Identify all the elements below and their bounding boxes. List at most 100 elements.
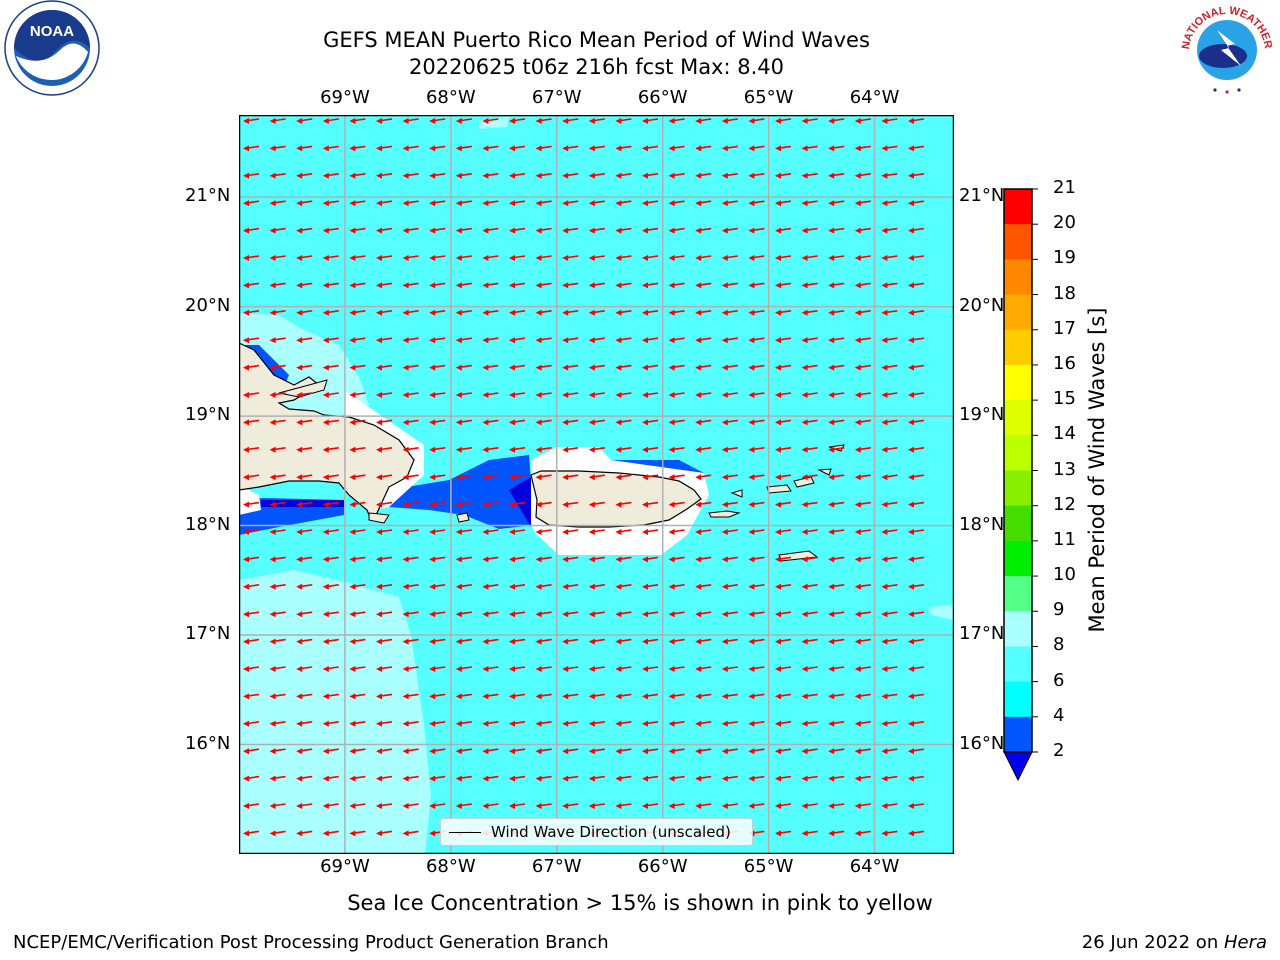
wave-direction-arrow: [695, 255, 712, 261]
wave-direction-arrow: [509, 501, 526, 508]
wave-direction-arrow: [269, 255, 286, 261]
wave-direction-arrow: [376, 830, 393, 837]
wave-direction-arrow: [721, 392, 738, 398]
footer-date: 26 Jun 2022 on Hera: [1082, 932, 1267, 953]
wave-direction-arrow: [775, 611, 792, 618]
colorbar-segment: [1004, 189, 1032, 225]
wave-direction-arrow: [721, 748, 738, 755]
wave-direction-arrow: [562, 392, 579, 398]
wave-direction-arrow: [775, 337, 792, 344]
wave-direction-arrow: [828, 638, 845, 645]
wave-direction-arrow: [668, 172, 685, 179]
wave-direction-arrow: [322, 501, 339, 508]
wave-direction-arrow: [642, 337, 659, 344]
wave-direction-arrow: [296, 172, 313, 179]
nws-logo: NATIONAL WEATHER SERVICE: [1177, 0, 1275, 98]
wave-direction-arrow: [721, 666, 738, 672]
wave-direction-arrow: [296, 638, 313, 645]
colorbar-segment: [1004, 540, 1032, 577]
wave-direction-arrow: [588, 693, 605, 700]
wave-direction-arrow: [243, 474, 260, 481]
wave-direction-arrow: [588, 337, 605, 344]
wave-direction-arrow: [269, 392, 286, 398]
wave-direction-arrow: [482, 803, 499, 809]
wave-direction-arrow: [775, 775, 792, 782]
wave-direction-arrow: [828, 611, 845, 618]
wave-direction-arrow: [908, 474, 925, 481]
wave-direction-arrow: [296, 529, 313, 535]
wave-direction-arrow: [668, 501, 685, 508]
wave-direction-arrow: [828, 337, 845, 344]
wave-direction-arrow: [269, 556, 286, 563]
wave-direction-arrow: [908, 364, 925, 371]
wave-direction-arrow: [775, 282, 792, 289]
wave-direction-arrow: [908, 638, 925, 645]
wave-direction-arrow: [615, 200, 632, 207]
lon-tick-label: 68°W: [425, 856, 476, 877]
wave-direction-arrow: [775, 501, 792, 508]
wave-direction-arrow: [376, 720, 393, 727]
wave-direction-arrow: [854, 583, 871, 590]
wave-direction-arrow: [748, 145, 765, 152]
wave-direction-arrow: [854, 172, 871, 179]
wave-direction-arrow: [642, 172, 659, 179]
wave-direction-arrow: [908, 392, 925, 398]
wave-direction-arrow: [854, 309, 871, 316]
wave-direction-arrow: [588, 720, 605, 727]
wave-direction-arrow: [429, 364, 446, 371]
lat-tick-label-left: 17°N: [185, 623, 231, 645]
wave-direction-arrow: [881, 255, 898, 261]
wave-direction-arrow: [402, 666, 419, 672]
wave-direction-arrow: [615, 419, 632, 426]
wave-direction-arrow: [376, 529, 393, 535]
wave-direction-arrow: [854, 666, 871, 672]
colorbar-tick-label: 13: [1053, 458, 1076, 480]
wave-direction-arrow: [695, 172, 712, 179]
wave-direction-arrow: [775, 118, 792, 124]
wave-direction-arrow: [269, 118, 286, 124]
wave-direction-arrow: [828, 529, 845, 535]
wave-direction-arrow: [429, 282, 446, 289]
wave-direction-arrow: [562, 255, 579, 261]
wave-direction-arrow: [296, 583, 313, 590]
wave-direction-arrow: [721, 227, 738, 234]
wave-direction-arrow: [721, 419, 738, 426]
wave-direction-arrow: [668, 145, 685, 152]
wave-direction-arrow: [562, 337, 579, 344]
wave-direction-arrow: [455, 419, 472, 426]
wave-direction-arrow: [535, 118, 552, 124]
wave-direction-arrow: [455, 227, 472, 234]
wave-direction-arrow: [509, 611, 526, 618]
wave-direction-arrow: [455, 364, 472, 371]
wave-direction-arrow: [402, 309, 419, 316]
wave-direction-arrow: [562, 419, 579, 426]
wave-direction-arrow: [376, 611, 393, 618]
wave-direction-arrow: [429, 145, 446, 152]
wave-direction-arrow: [402, 118, 419, 124]
wave-direction-arrow: [775, 720, 792, 727]
wave-direction-arrow: [482, 474, 499, 481]
wave-direction-arrow: [296, 501, 313, 508]
wave-direction-arrow: [748, 693, 765, 700]
wave-direction-arrow: [402, 803, 419, 809]
wave-direction-arrow: [482, 693, 499, 700]
wave-direction-arrow: [296, 145, 313, 152]
wave-direction-arrow: [748, 501, 765, 508]
wave-direction-arrow: [269, 474, 286, 481]
wave-direction-arrow: [562, 803, 579, 809]
wave-direction-arrow: [695, 529, 712, 535]
wave-direction-arrow: [801, 282, 818, 289]
wave-direction-arrow: [562, 446, 579, 453]
wave-direction-arrow: [615, 309, 632, 316]
wave-direction-arrow: [509, 803, 526, 809]
wave-direction-arrow: [881, 446, 898, 453]
wave-direction-arrow: [243, 720, 260, 727]
wave-direction-arrow: [535, 501, 552, 508]
lowest-period-channel: [509, 477, 531, 527]
lat-tick-label-left: 18°N: [185, 513, 231, 535]
wave-direction-arrow: [243, 638, 260, 645]
wave-direction-arrow: [721, 693, 738, 700]
wave-direction-arrow: [509, 638, 526, 645]
wave-direction-arrow: [562, 775, 579, 782]
wave-direction-arrow: [908, 720, 925, 727]
